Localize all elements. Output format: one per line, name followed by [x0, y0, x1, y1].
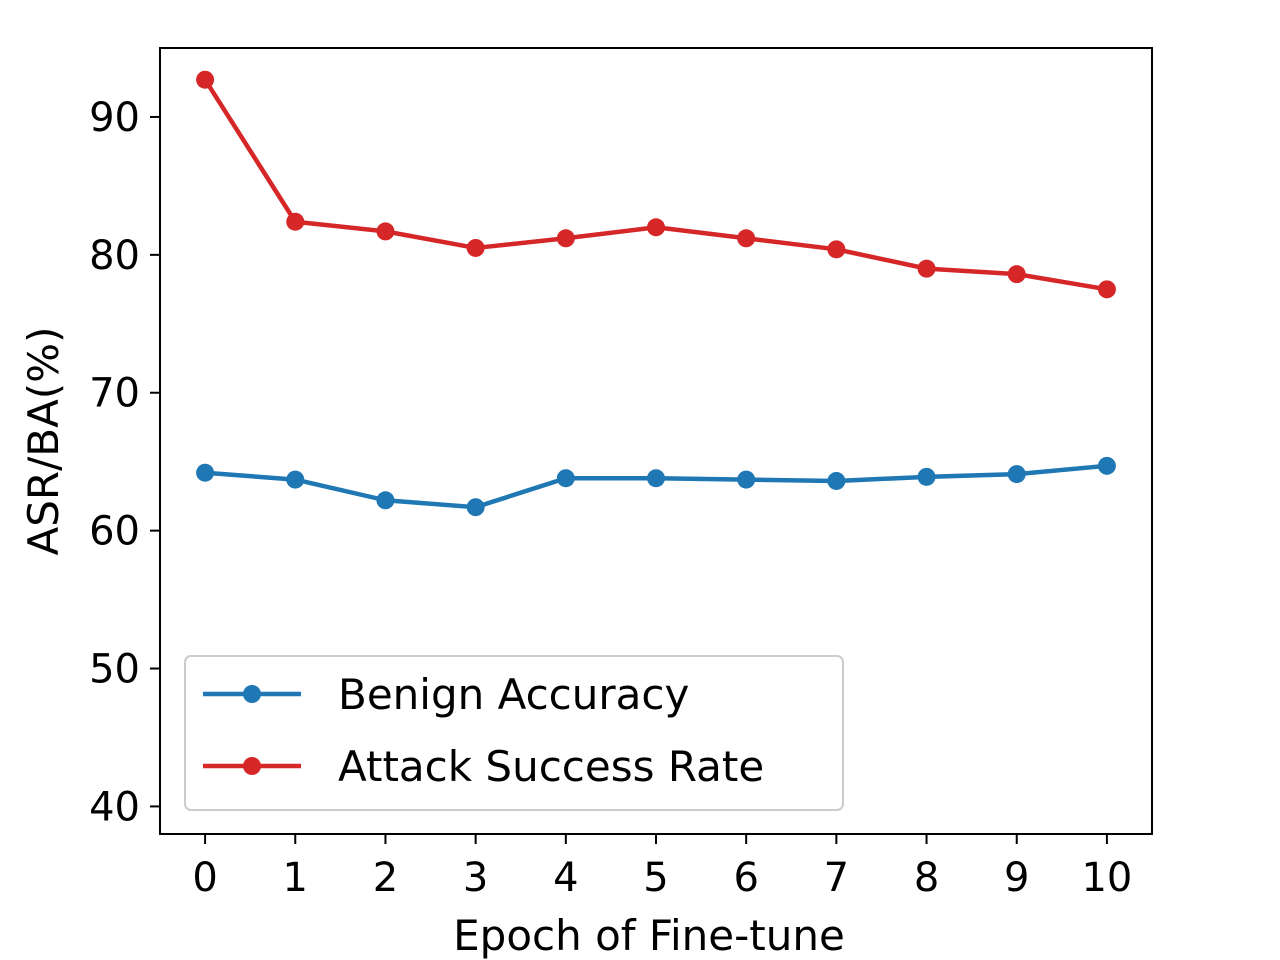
data-point-benign-accuracy — [286, 470, 305, 489]
plot-frame — [159, 47, 1153, 835]
data-point-attack-success-rate — [827, 240, 846, 259]
data-point-attack-success-rate — [1007, 265, 1026, 284]
data-point-benign-accuracy — [1007, 465, 1026, 484]
x-axis-ticks: 0 1 2 3 4 5 6 7 8 9 10 — [192, 834, 1132, 901]
legend-marker-benign-accuracy — [243, 685, 261, 703]
y-tick-label: 50 — [89, 647, 140, 693]
series-layer — [196, 70, 1116, 517]
y-axis-label: ASR/BA(%) — [19, 327, 68, 556]
data-point-benign-accuracy — [196, 463, 215, 482]
y-tick-label: 90 — [89, 95, 140, 141]
y-tick-label: 80 — [89, 233, 140, 279]
data-point-benign-accuracy — [466, 498, 485, 517]
y-tick-label: 70 — [89, 371, 140, 417]
x-tick-label: 4 — [553, 855, 578, 901]
data-point-benign-accuracy — [376, 491, 395, 510]
data-point-benign-accuracy — [1097, 456, 1116, 475]
legend-label-benign-accuracy: Benign Accuracy — [338, 670, 689, 719]
data-point-attack-success-rate — [376, 222, 395, 241]
data-point-attack-success-rate — [556, 229, 575, 248]
y-tick-label: 60 — [89, 509, 140, 555]
data-point-attack-success-rate — [1097, 280, 1116, 299]
data-point-benign-accuracy — [917, 467, 936, 486]
x-tick-label: 8 — [914, 855, 939, 901]
y-tick-label: 40 — [89, 784, 140, 830]
x-axis-label: Epoch of Fine-tune — [453, 911, 845, 960]
legend-items: Benign Accuracy Attack Success Rate — [203, 670, 764, 791]
y-axis-ticks: 40 50 60 70 80 90 — [89, 95, 160, 830]
data-point-attack-success-rate — [647, 218, 665, 237]
x-tick-label: 5 — [643, 855, 668, 901]
x-tick-label: 10 — [1081, 855, 1132, 901]
x-tick-label: 2 — [373, 855, 398, 901]
data-point-attack-success-rate — [286, 212, 305, 231]
data-point-attack-success-rate — [196, 70, 215, 89]
data-point-benign-accuracy — [647, 469, 665, 488]
data-point-benign-accuracy — [737, 470, 756, 489]
x-tick-label: 0 — [192, 855, 217, 901]
x-tick-label: 7 — [824, 855, 849, 901]
data-point-attack-success-rate — [466, 238, 485, 257]
data-point-attack-success-rate — [737, 229, 756, 248]
series-line-attack-success-rate — [202, 77, 1110, 292]
legend-box — [184, 655, 844, 811]
x-tick-label: 6 — [733, 855, 758, 901]
x-tick-label: 3 — [463, 855, 488, 901]
data-point-benign-accuracy — [556, 469, 575, 488]
x-tick-label: 1 — [283, 855, 308, 901]
legend-marker-attack-success-rate — [243, 757, 261, 775]
data-point-benign-accuracy — [827, 471, 846, 490]
legend: Benign Accuracy Attack Success Rate — [184, 655, 844, 811]
x-tick-label: 9 — [1004, 855, 1029, 901]
legend-label-attack-success-rate: Attack Success Rate — [338, 742, 764, 791]
data-point-attack-success-rate — [917, 259, 936, 278]
